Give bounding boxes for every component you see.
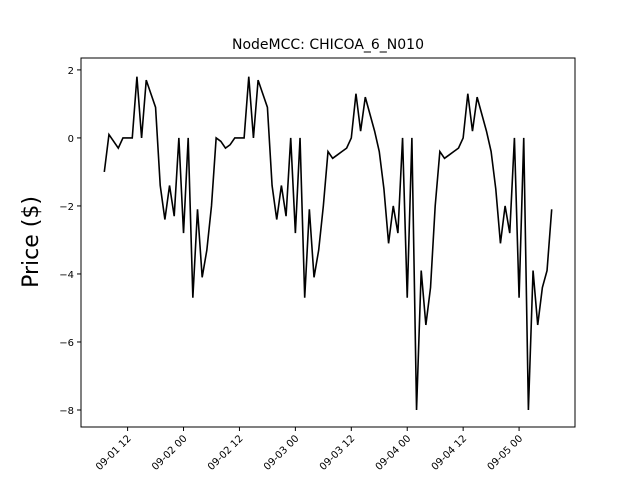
x-tick-label: 09-04 12 [430, 433, 470, 473]
x-tick-label: 09-03 12 [318, 433, 358, 473]
line [103, 76, 553, 411]
y-tick-label: −4 [59, 270, 74, 281]
y-tick-label: −6 [59, 338, 74, 349]
x-tick-label: 09-02 12 [206, 433, 246, 473]
plot-frame [80, 57, 576, 428]
y-tick-label: 2 [68, 66, 74, 77]
y-tick-label: −2 [59, 202, 74, 213]
x-tick-label: 09-05 00 [486, 433, 526, 473]
y-tick-label: 0 [68, 134, 74, 145]
x-tick-label: 09-02 00 [150, 433, 190, 473]
y-tick-label: −8 [59, 406, 74, 417]
y-axis-label: Price ($) [19, 196, 44, 288]
x-tick-label: 09-03 00 [262, 433, 302, 473]
chart-title: NodeMCC: CHICOA_6_N010 [232, 37, 424, 53]
x-tick-label: 09-04 00 [374, 433, 414, 473]
x-tick-label: 09-01 12 [94, 433, 134, 473]
